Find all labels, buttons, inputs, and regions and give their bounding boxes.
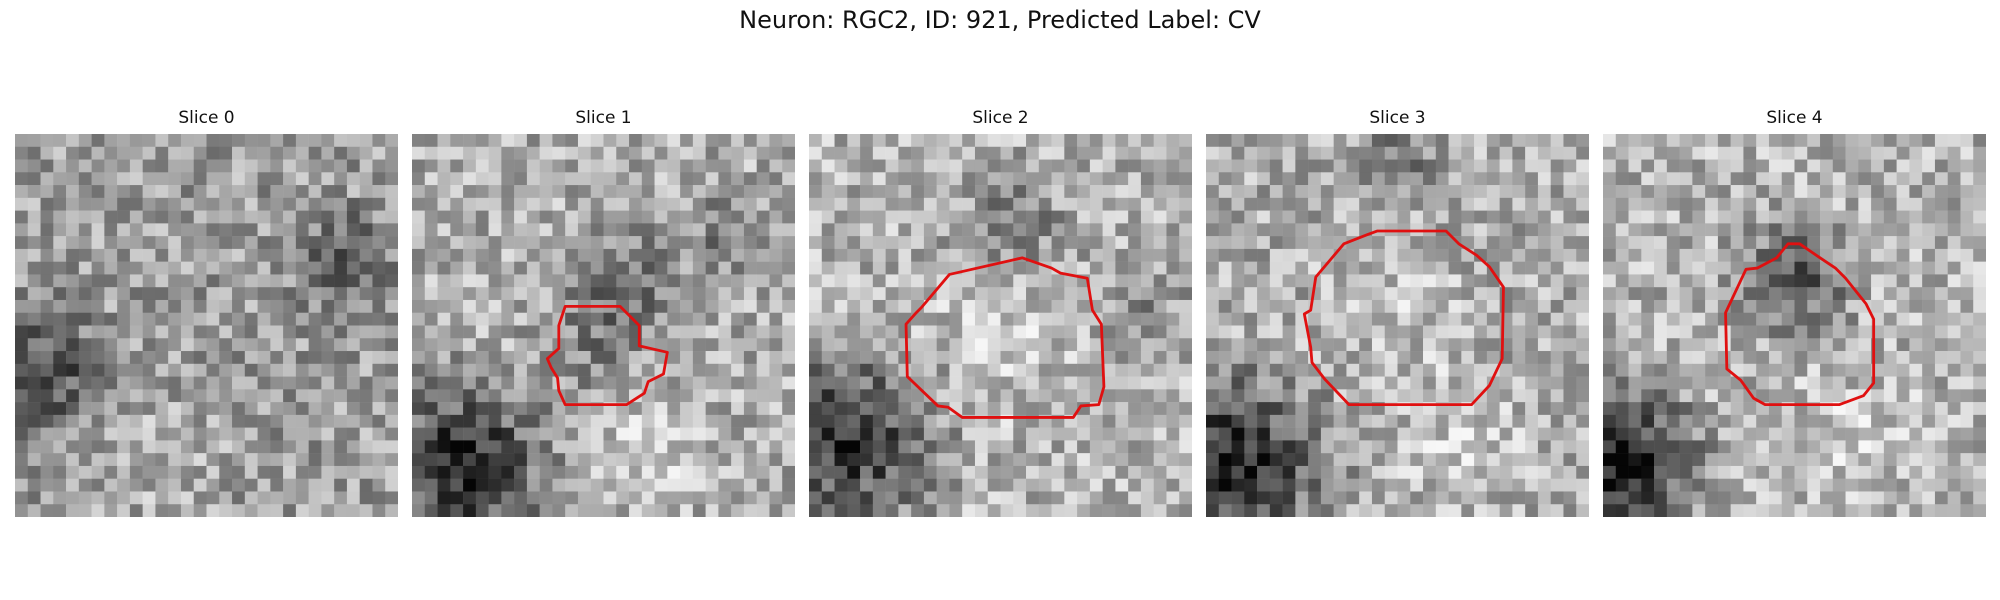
slice-image-1 [412, 134, 795, 517]
slice-image-2 [809, 134, 1192, 517]
slice-title: Slice 0 [178, 108, 235, 128]
slice-panel-3: Slice 3 [1206, 108, 1589, 518]
roi-contour [545, 304, 669, 407]
roi-contour [1302, 229, 1505, 407]
slice-title: Slice 2 [972, 108, 1029, 128]
slice-image-4 [1603, 134, 1986, 517]
slice-panel-2: Slice 2 [809, 108, 1192, 518]
slice-title: Slice 3 [1369, 108, 1426, 128]
roi-contour [1724, 242, 1876, 407]
slice-title: Slice 4 [1766, 108, 1823, 128]
roi-contour [904, 256, 1106, 419]
slice-image-3 [1206, 134, 1589, 517]
slice-panel-0: Slice 0 [15, 108, 398, 518]
slice-panel-4: Slice 4 [1603, 108, 1986, 518]
figure-title: Neuron: RGC2, ID: 921, Predicted Label: … [739, 6, 1261, 34]
slice-title: Slice 1 [575, 108, 632, 128]
slice-panel-1: Slice 1 [412, 108, 795, 518]
slice-image-0 [15, 134, 398, 517]
